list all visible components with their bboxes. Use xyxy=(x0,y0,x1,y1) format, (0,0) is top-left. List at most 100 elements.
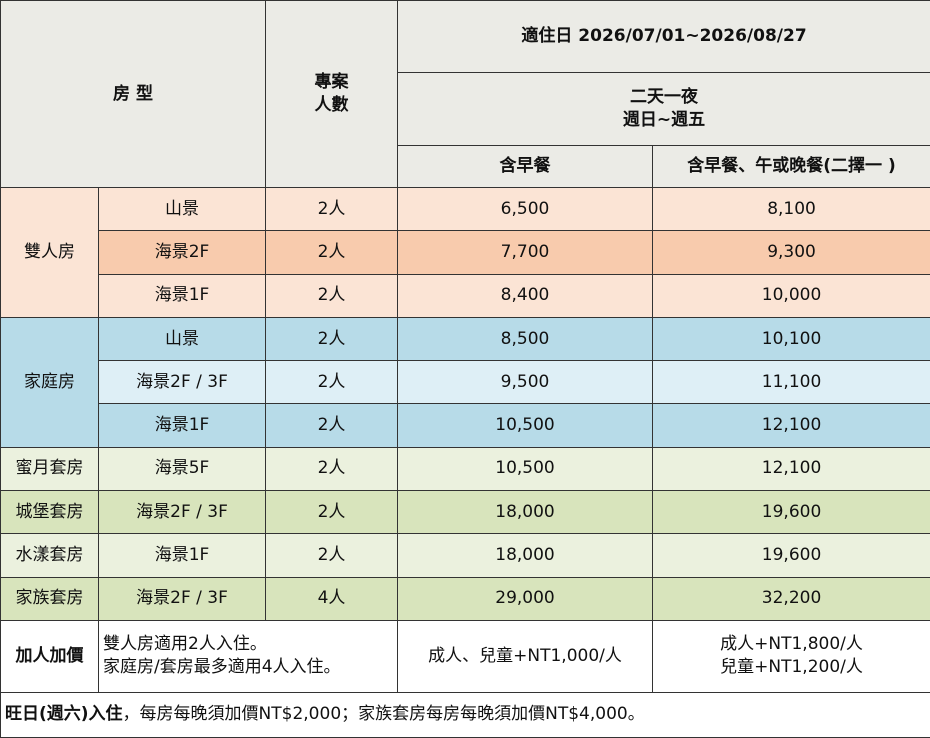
table-cell: 8,500 xyxy=(398,317,653,360)
room-group: 家庭房 xyxy=(1,317,99,447)
stay-header-text: 二天一夜 xyxy=(630,87,698,107)
room-group: 雙人房 xyxy=(1,188,99,318)
table-cell: 19,600 xyxy=(653,491,930,534)
table-cell: 12,100 xyxy=(653,404,930,447)
table-cell: 海景1F xyxy=(99,534,266,577)
room-group-text: 雙人房 xyxy=(24,242,75,262)
table-cell: 32,200 xyxy=(653,577,930,620)
table-cell: 7,700 xyxy=(398,231,653,274)
table-cell-text: 10,000 xyxy=(762,285,821,305)
table-cell: 海景2F xyxy=(99,231,266,274)
table-row: 家族套房 海景2F / 3F 4人 29,000 32,200 xyxy=(1,577,930,620)
extra-rules: 雙人房適用2人入住。家庭房/套房最多適用4人入住。 xyxy=(99,620,398,692)
room-group-text: 家庭房 xyxy=(24,372,75,392)
room-group: 蜜月套房 xyxy=(1,447,99,490)
table-cell: 18,000 xyxy=(398,534,653,577)
table-cell: 2人 xyxy=(266,274,398,317)
room-group: 水漾套房 xyxy=(1,534,99,577)
table-cell: 12,100 xyxy=(653,447,930,490)
table-cell-text: 10,500 xyxy=(495,415,554,435)
table-cell-text: 海景1F xyxy=(155,545,210,565)
table-cell: 4人 xyxy=(266,577,398,620)
table-cell: 2人 xyxy=(266,317,398,360)
table-cell-text: 2人 xyxy=(318,458,346,478)
table-cell-text: 海景2F / 3F xyxy=(136,588,228,608)
stay-header-text: 週日~週五 xyxy=(623,110,705,130)
room-type-header: 房 型 xyxy=(1,1,266,188)
table-cell: 海景2F / 3F xyxy=(99,577,266,620)
table-cell: 11,100 xyxy=(653,361,930,404)
table-cell-text: 10,100 xyxy=(762,329,821,349)
table-cell-text: 12,100 xyxy=(762,458,821,478)
table-row: 加人加價雙人房適用2人入住。家庭房/套房最多適用4人入住。 成人、兒童+NT1,0… xyxy=(1,620,930,692)
table-cell-text: 7,700 xyxy=(501,242,550,262)
table-cell-text: 4人 xyxy=(318,588,346,608)
table-cell-text: 海景5F xyxy=(155,458,210,478)
table-row: 蜜月套房 海景5F 2人 10,500 12,100 xyxy=(1,447,930,490)
table-cell-text: 8,100 xyxy=(767,199,816,219)
extra-breakfast-text: 成人、兒童+NT1,000/人 xyxy=(428,646,622,666)
table-cell: 2人 xyxy=(266,491,398,534)
table-cell: 18,000 xyxy=(398,491,653,534)
table-cell-text: 8,500 xyxy=(501,329,550,349)
table-cell: 9,500 xyxy=(398,361,653,404)
room-type-header-text: 房 型 xyxy=(113,84,153,104)
table-cell-text: 18,000 xyxy=(495,502,554,522)
table-cell-text: 海景1F xyxy=(155,415,210,435)
table-cell: 海景1F xyxy=(99,274,266,317)
table-cell-text: 海景2F / 3F xyxy=(136,372,228,392)
room-group-text: 家族套房 xyxy=(16,588,84,608)
extra-rules-text: 家庭房/套房最多適用4人入住。 xyxy=(103,657,341,677)
table-cell-text: 6,500 xyxy=(501,199,550,219)
people-header-text: 人數 xyxy=(315,95,349,115)
table-cell: 海景5F xyxy=(99,447,266,490)
table-cell-text: 2人 xyxy=(318,502,346,522)
room-group-text: 蜜月套房 xyxy=(16,458,84,478)
table-cell: 2人 xyxy=(266,231,398,274)
table-cell-text: 9,300 xyxy=(767,242,816,262)
table-cell: 6,500 xyxy=(398,188,653,231)
table-row: 旺日(週六)入住，每房每晚須加價NT$2,000；家族套房每房每晚須加價NT$4… xyxy=(1,692,930,737)
room-group: 城堡套房 xyxy=(1,491,99,534)
footer-note: 旺日(週六)入住，每房每晚須加價NT$2,000；家族套房每房每晚須加價NT$4… xyxy=(1,692,930,737)
table-cell-text: 2人 xyxy=(318,329,346,349)
table-cell-text: 山景 xyxy=(165,329,199,349)
table-cell: 2人 xyxy=(266,534,398,577)
table-cell: 10,100 xyxy=(653,317,930,360)
extra-label-text: 加人加價 xyxy=(16,646,84,666)
table-cell: 9,300 xyxy=(653,231,930,274)
table-cell-text: 2人 xyxy=(318,242,346,262)
footer-bold: 旺日(週六)入住 xyxy=(5,704,123,724)
table-cell-text: 2人 xyxy=(318,372,346,392)
table-row: 海景2F 2人 7,700 9,300 xyxy=(1,231,930,274)
table-cell: 2人 xyxy=(266,361,398,404)
table-cell-text: 29,000 xyxy=(495,588,554,608)
table-cell-text: 2人 xyxy=(318,545,346,565)
table-cell-text: 19,600 xyxy=(762,502,821,522)
period-header: 適住日 2026/07/01~2026/08/27 xyxy=(398,1,930,73)
table-cell-text: 山景 xyxy=(165,199,199,219)
table-cell-text: 8,400 xyxy=(501,285,550,305)
table-cell-text: 10,500 xyxy=(495,458,554,478)
table-cell: 海景1F xyxy=(99,404,266,447)
table-cell: 29,000 xyxy=(398,577,653,620)
extra-breakfast: 成人、兒童+NT1,000/人 xyxy=(398,620,653,692)
table-cell: 山景 xyxy=(99,188,266,231)
stay-header: 二天一夜週日~週五 xyxy=(398,73,930,146)
table-cell-text: 11,100 xyxy=(762,372,821,392)
extra-meal-text: 成人+NT1,800/人 xyxy=(720,634,863,654)
table-cell-text: 9,500 xyxy=(501,372,550,392)
table-cell: 8,400 xyxy=(398,274,653,317)
extra-label: 加人加價 xyxy=(1,620,99,692)
table-cell: 2人 xyxy=(266,404,398,447)
table-cell-text: 2人 xyxy=(318,415,346,435)
table-cell-text: 32,200 xyxy=(762,588,821,608)
plan-header-text: 含早餐、午或晚餐(二擇一 ) xyxy=(687,156,895,176)
people-header-text: 專案 xyxy=(315,72,349,92)
table-cell-text: 海景1F xyxy=(155,285,210,305)
table-row: 房 型專案人數適住日 2026/07/01~2026/08/27 xyxy=(1,1,930,73)
plan-header-text: 含早餐 xyxy=(500,156,551,176)
